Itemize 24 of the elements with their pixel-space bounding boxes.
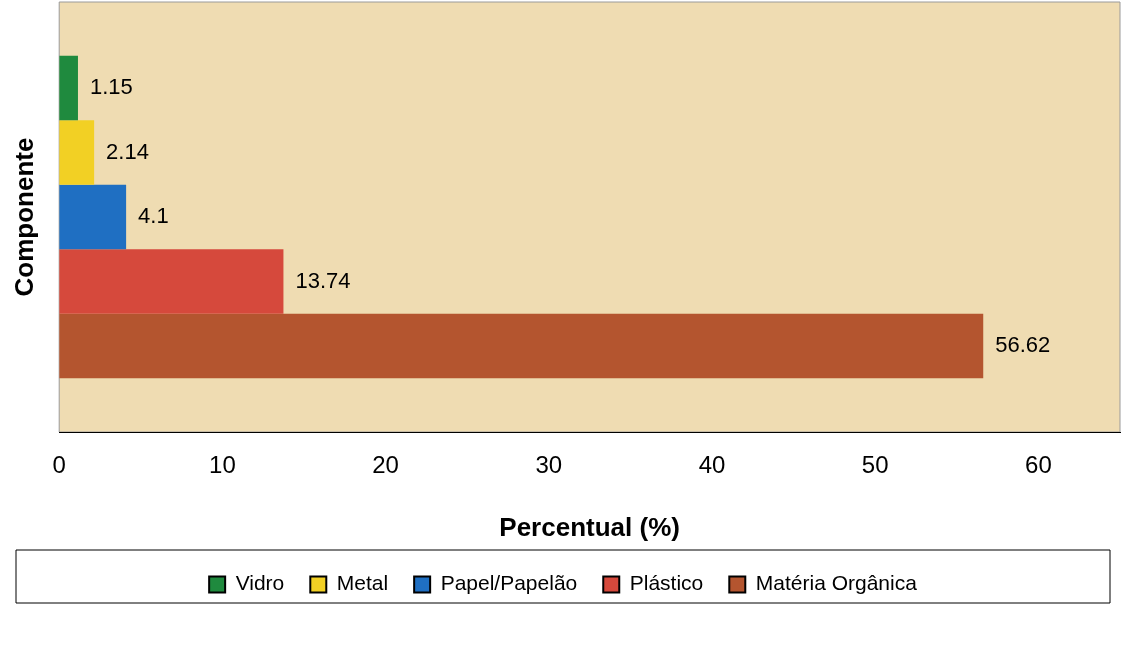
- legend-label: Plástico: [629, 571, 704, 595]
- data-label: 56.62: [995, 332, 1051, 358]
- bar: [59, 249, 284, 314]
- x-tick-label: 50: [861, 451, 889, 479]
- data-label: 13.74: [295, 267, 351, 293]
- x-tick-label: 20: [372, 451, 399, 479]
- data-label: 4.1: [138, 203, 169, 229]
- x-axis-title: Percentual (%): [499, 511, 680, 542]
- legend-label: Matéria Orgânica: [755, 571, 918, 595]
- legend-label: Papel/Papelão: [440, 571, 578, 595]
- x-tick-label: 60: [1025, 451, 1052, 479]
- bar: [59, 120, 95, 185]
- bar: [59, 313, 984, 379]
- data-label: 1.15: [89, 74, 133, 100]
- data-label: 2.14: [106, 138, 149, 164]
- x-tick-label: 0: [52, 451, 66, 479]
- legend-label: Metal: [336, 571, 389, 595]
- x-tick-label: 30: [535, 451, 563, 479]
- x-tick-label: 10: [209, 451, 236, 479]
- y-axis-title: Componente: [8, 137, 39, 297]
- legend-label: Vidro: [235, 571, 285, 595]
- x-tick-label: 40: [698, 451, 726, 479]
- bar: [59, 184, 127, 250]
- bar: [59, 55, 78, 121]
